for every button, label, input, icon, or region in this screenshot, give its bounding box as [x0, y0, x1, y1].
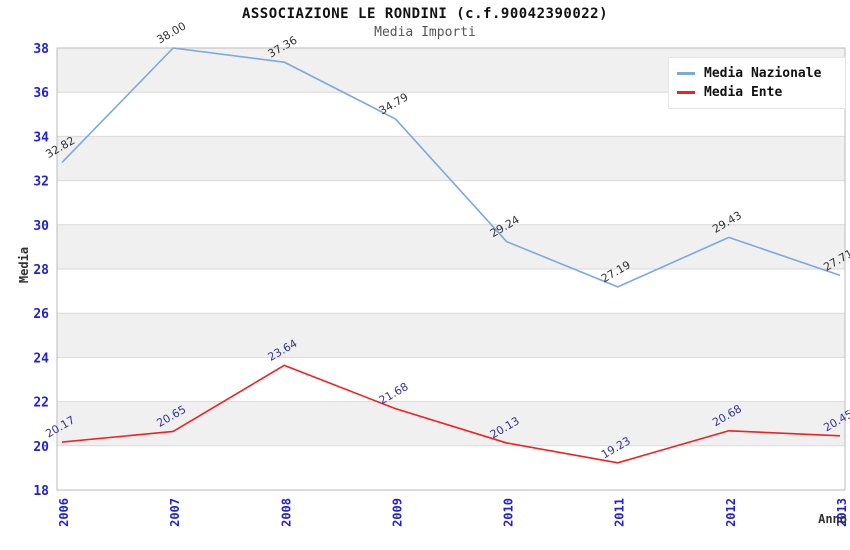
x-tick-label: 2010	[502, 498, 516, 527]
y-tick-label: 32	[33, 175, 49, 190]
y-tick-label: 36	[33, 86, 49, 101]
legend-swatch-media-nazionale-icon	[677, 72, 695, 75]
legend-swatch-media-ente-icon	[677, 91, 695, 94]
y-axis-title: Media	[17, 246, 31, 284]
point-label: 34.79	[377, 90, 411, 117]
x-tick-label: 2013	[835, 498, 849, 527]
x-tick-label: 2012	[724, 498, 738, 527]
legend: Media Nazionale Media Ente	[668, 57, 846, 109]
y-tick-label: 24	[33, 351, 49, 366]
x-tick-label: 2007	[168, 498, 182, 527]
grid-band	[57, 224, 845, 269]
x-axis-title: Anno	[818, 512, 847, 526]
x-tick-label: 2008	[279, 498, 293, 527]
grid-band	[57, 401, 845, 446]
chart-title: ASSOCIAZIONE LE RONDINI (c.f.90042390022…	[241, 6, 609, 22]
x-tick-label: 2009	[390, 498, 404, 527]
plot-border	[56, 47, 846, 491]
y-tick-label: 26	[33, 307, 49, 322]
legend-item-media-nazionale: Media Nazionale	[677, 64, 837, 83]
x-tick-label: 2006	[57, 498, 71, 527]
legend-label-media-ente: Media Ente	[704, 85, 783, 100]
y-tick-label: 18	[33, 484, 49, 499]
y-tick-label: 20	[33, 440, 49, 455]
series-line-media-nazionale	[61, 47, 841, 288]
y-tick-label: 28	[33, 263, 49, 278]
legend-item-media-ente: Media Ente	[677, 83, 837, 102]
y-tick-label: 30	[33, 219, 49, 234]
series-line-media-ente	[61, 364, 841, 464]
y-tick-label: 38	[33, 42, 49, 57]
point-label: 38.00	[155, 19, 189, 46]
chart-subtitle: Media Importi	[374, 25, 476, 40]
y-tick-label: 22	[33, 396, 49, 411]
grid-band	[57, 136, 845, 181]
grid-band	[57, 313, 845, 358]
legend-label-media-nazionale: Media Nazionale	[704, 66, 822, 81]
x-tick-label: 2011	[613, 498, 627, 527]
y-tick-label: 34	[33, 130, 49, 145]
